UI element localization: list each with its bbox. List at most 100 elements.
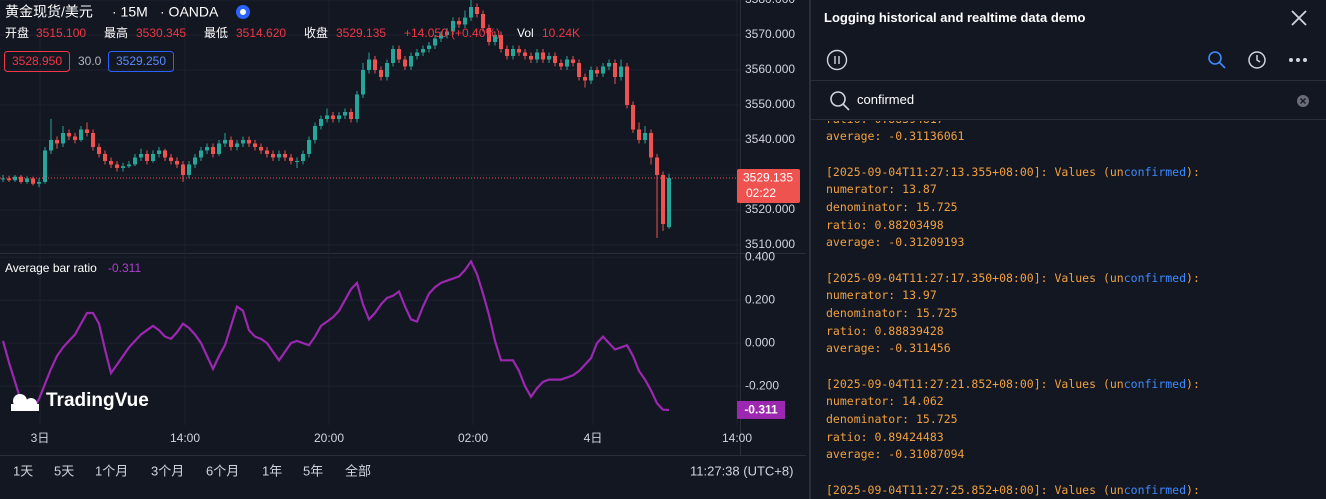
range-button[interactable]: 1个月 <box>95 463 128 478</box>
candle-body <box>277 153 282 158</box>
candle-body <box>385 62 390 77</box>
candle-body <box>481 13 486 28</box>
candle-body <box>313 125 318 140</box>
vol: 10.24K <box>542 26 580 40</box>
range-button[interactable]: 全部 <box>345 463 371 478</box>
candle-body <box>547 55 552 60</box>
exchange: · OANDA <box>160 4 219 20</box>
candle-body <box>229 139 234 147</box>
candle-body <box>283 153 288 158</box>
candle-body <box>19 176 24 182</box>
candle-body <box>295 160 300 162</box>
candle-body <box>469 6 474 18</box>
search-query[interactable]: confirmed <box>857 92 915 107</box>
x-tick-label: 20:00 <box>314 431 344 445</box>
candle-body <box>325 115 330 119</box>
candle-body <box>661 174 666 224</box>
candle-body <box>643 132 648 140</box>
candle-body <box>565 59 570 67</box>
range-button[interactable]: 6个月 <box>206 463 239 478</box>
range-button[interactable]: 3个月 <box>151 463 184 478</box>
search-bar[interactable]: confirmed <box>811 80 1326 120</box>
candle-body <box>1 178 6 180</box>
candle-body <box>247 139 252 144</box>
y-tick-label: 3550.000 <box>745 97 795 111</box>
candle-body <box>343 111 348 116</box>
x-tick-label: 02:00 <box>458 431 488 445</box>
candle-body <box>451 20 456 32</box>
candle-body <box>73 136 78 140</box>
candle-body <box>163 150 168 158</box>
candle-body <box>199 150 204 158</box>
candle-body <box>607 62 612 67</box>
more-button[interactable] <box>1287 50 1309 70</box>
log-line: average: -0.31136061 <box>826 129 965 144</box>
ask: 3529.250 <box>116 54 166 68</box>
candle-body <box>559 62 564 67</box>
y-tick-label: 3560.000 <box>745 62 795 76</box>
price-tag-label: 3529.135 <box>743 171 793 185</box>
interval: · 15M <box>112 4 148 20</box>
log-line: numerator: 13.97 <box>826 288 937 303</box>
pause-button[interactable] <box>826 49 848 71</box>
search-match: confirmed <box>1123 164 1187 179</box>
candle-body <box>193 157 198 165</box>
candle-body <box>493 34 498 42</box>
candle-body <box>37 181 42 184</box>
candle-body <box>121 166 126 168</box>
search-button[interactable] <box>1207 50 1227 70</box>
candle-body <box>529 55 534 60</box>
plot: 3510.0003520.0003530.0003540.0003550.000… <box>0 0 800 445</box>
candle-body <box>151 153 156 161</box>
range-buttons: 1天 5天 1个月 3个月 6个月 1年 5年 全部 <box>13 463 371 478</box>
ohlc-label: 收盘 <box>304 25 328 40</box>
clock: 11:27:38 (UTC+8) <box>690 463 793 478</box>
log-line: denominator: 15.725 <box>826 199 958 214</box>
candle-body <box>91 132 96 147</box>
candle-body <box>427 45 432 49</box>
candle-body <box>631 104 636 130</box>
ohlc-label: 最低 <box>204 26 228 40</box>
candle-body <box>187 164 192 175</box>
log-header-text: ): <box>1186 270 1200 285</box>
candle-body <box>79 129 84 140</box>
ohlc-value: 3530.345 <box>136 26 186 40</box>
range-button[interactable]: 1天 <box>13 463 33 478</box>
history-button[interactable] <box>1247 50 1267 70</box>
candle-body <box>7 178 12 181</box>
candle-body <box>97 146 102 154</box>
candle-body <box>337 115 342 119</box>
log-header: [2025-09-04T11:27:13.355+08:00]: Values … <box>826 164 1326 182</box>
log-line: ratio: 0.88839428 <box>826 323 944 338</box>
candle-body <box>139 153 144 158</box>
candle-body <box>67 132 72 137</box>
candle-body <box>169 157 174 161</box>
candle-body <box>667 177 672 228</box>
bid: 3528.950 <box>12 54 62 68</box>
log-header-text: [2025-09-04T11:27:13.355+08:00]: Values … <box>826 164 1124 179</box>
y-tick-label: 3540.000 <box>745 132 795 146</box>
range-button[interactable]: 5年 <box>303 463 323 478</box>
candle-body <box>127 164 132 167</box>
value-tag-label: -0.311 <box>744 403 778 417</box>
candle-body <box>535 52 540 60</box>
log-entry: [2025-09-04T11:27:17.350+08:00]: Values … <box>826 270 1326 358</box>
y-tick-label: -0.200 <box>745 378 779 392</box>
candle-body <box>379 69 384 77</box>
range-button[interactable]: 5天 <box>54 463 74 478</box>
x-tick-label: 14:00 <box>170 431 200 445</box>
log-line: average: -0.31087094 <box>826 447 965 462</box>
candle-body <box>583 76 588 81</box>
ohlc: 开盘 3515.100 最高 3530.345 最低 3514.620 收盘 3529.135 <box>5 25 386 40</box>
range-button[interactable]: 1年 <box>262 463 282 478</box>
candle-body <box>181 164 186 175</box>
candle-body <box>475 6 480 14</box>
candle-body <box>157 150 162 154</box>
clear-search[interactable] <box>1296 94 1310 108</box>
candle-body <box>85 129 90 133</box>
close-button[interactable] <box>1289 8 1309 28</box>
y-tick-label: 3580.000 <box>745 0 795 6</box>
candle-body <box>367 59 372 70</box>
candle-body <box>445 31 450 35</box>
